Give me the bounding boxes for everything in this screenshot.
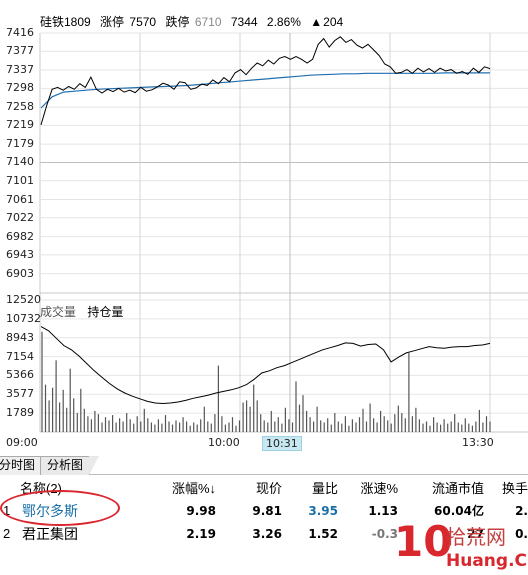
price-tick-label: 7337 (6, 63, 34, 77)
stock-name[interactable]: 君正集团 (22, 525, 78, 542)
limit-up-value: 7570 (129, 15, 157, 29)
last-price: 7344 (230, 15, 258, 29)
watermark-domain: Huang.CN (446, 551, 528, 571)
price-cell: 9.81 (252, 503, 282, 518)
volume-tick-label: 3577 (6, 387, 34, 401)
table-header: 名称(2) 涨幅%↓ 现价 量比 涨速% 流通市值 换手 (0, 476, 528, 499)
limit-down-value: 6710 (194, 15, 222, 29)
open-interest-label: 持仓量 (87, 305, 124, 319)
average-price-line (40, 72, 490, 109)
price-tick-label: 6903 (6, 266, 34, 280)
price-tick-label: 6943 (6, 247, 34, 261)
price-tick-label: 7219 (6, 118, 34, 132)
view-tabs: 分时图 分析图 (0, 453, 528, 475)
volume-ratio-cell: 1.52 (308, 526, 338, 541)
col-volume-ratio[interactable]: 量比 (311, 481, 338, 496)
table-row[interactable]: 1 鄂尔多斯 9.98 9.81 3.95 1.13 60.04亿 2. (0, 499, 528, 522)
change-pct-cell: 9.98 (186, 503, 216, 518)
time-label-1000: 10:00 (208, 436, 240, 449)
volume-ratio-cell: 3.95 (308, 503, 338, 518)
row-index: 2 (3, 526, 11, 541)
change-arrow-icon: ▲ (310, 15, 323, 29)
col-turnover[interactable]: 换手 (501, 481, 528, 496)
volume-tick-label: 8943 (6, 330, 34, 344)
open-interest-line (40, 326, 491, 405)
quote-header: 硅铁1809 涨停 7570 跌停 6710 7344 2.86% ▲204 (40, 13, 349, 29)
change-value: 204 (323, 15, 344, 29)
change-pct: 2.86% (266, 15, 301, 29)
price-tick-label: 7298 (6, 81, 34, 95)
price-tick-label: 7258 (6, 100, 34, 114)
volume-label: 成交量 (40, 305, 77, 319)
turnover-cell: 0. (515, 526, 528, 541)
time-cursor-label: 10:31 (262, 436, 302, 451)
market-cap-cell: 60.04亿 (434, 504, 484, 518)
col-speed[interactable]: 涨速% (360, 481, 398, 496)
change-pct-cell: 2.19 (186, 526, 216, 541)
col-change-pct[interactable]: 涨幅%↓ (171, 481, 216, 496)
price-tick-label: 7061 (6, 192, 34, 206)
table-row[interactable]: 2 君正集团 2.19 3.26 1.52 -0.3 27 0. (0, 522, 528, 545)
market-cap-cell: 27 (467, 526, 484, 541)
price-tick-label: 7377 (6, 44, 34, 58)
tab-analysis[interactable]: 分析图 (40, 456, 100, 475)
volume-tick-label: 5366 (6, 368, 34, 382)
symbol-name: 硅铁1809 (40, 15, 91, 29)
price-tick-label: 7179 (6, 137, 34, 151)
col-price[interactable]: 现价 (255, 481, 282, 496)
time-label-open: 09:00 (6, 436, 38, 449)
limit-up-label: 涨停 (100, 15, 125, 29)
time-label-close: 13:30 (462, 436, 494, 449)
price-tick-label: 7022 (6, 210, 34, 224)
speed-cell: -0.3 (371, 526, 398, 541)
price-tick-label: 7140 (6, 155, 34, 169)
volume-tick-label: 10732 (6, 311, 41, 325)
tab-intraday[interactable]: 分时图 (0, 456, 43, 475)
price-tick-label: 7101 (6, 173, 34, 187)
price-tick-label: 6982 (6, 229, 34, 243)
price-cell: 3.26 (252, 526, 282, 541)
price-line (40, 36, 491, 126)
speed-cell: 1.13 (368, 503, 398, 518)
highlight-circle (0, 490, 120, 526)
volume-panel-title: 成交量 持仓量 (40, 303, 123, 320)
volume-tick-label: 7154 (6, 349, 34, 363)
watermark-number: 10 (394, 517, 452, 566)
volume-tick-label: 1789 (6, 406, 34, 420)
intraday-chart (39, 32, 528, 433)
price-tick-label: 7416 (6, 26, 34, 39)
col-market-cap[interactable]: 流通市值 (431, 481, 484, 496)
watermark-logo: 10 拾荒网 Huang.CN (394, 517, 528, 571)
volume-tick-label: 12520 (6, 293, 41, 306)
limit-down-label: 跌停 (165, 15, 190, 29)
stock-list: 名称(2) 涨幅%↓ 现价 量比 涨速% 流通市值 换手 1 鄂尔多斯 9.98… (0, 476, 528, 545)
watermark-cn-text: 拾荒网 (446, 525, 506, 549)
turnover-cell: 2. (515, 503, 528, 518)
